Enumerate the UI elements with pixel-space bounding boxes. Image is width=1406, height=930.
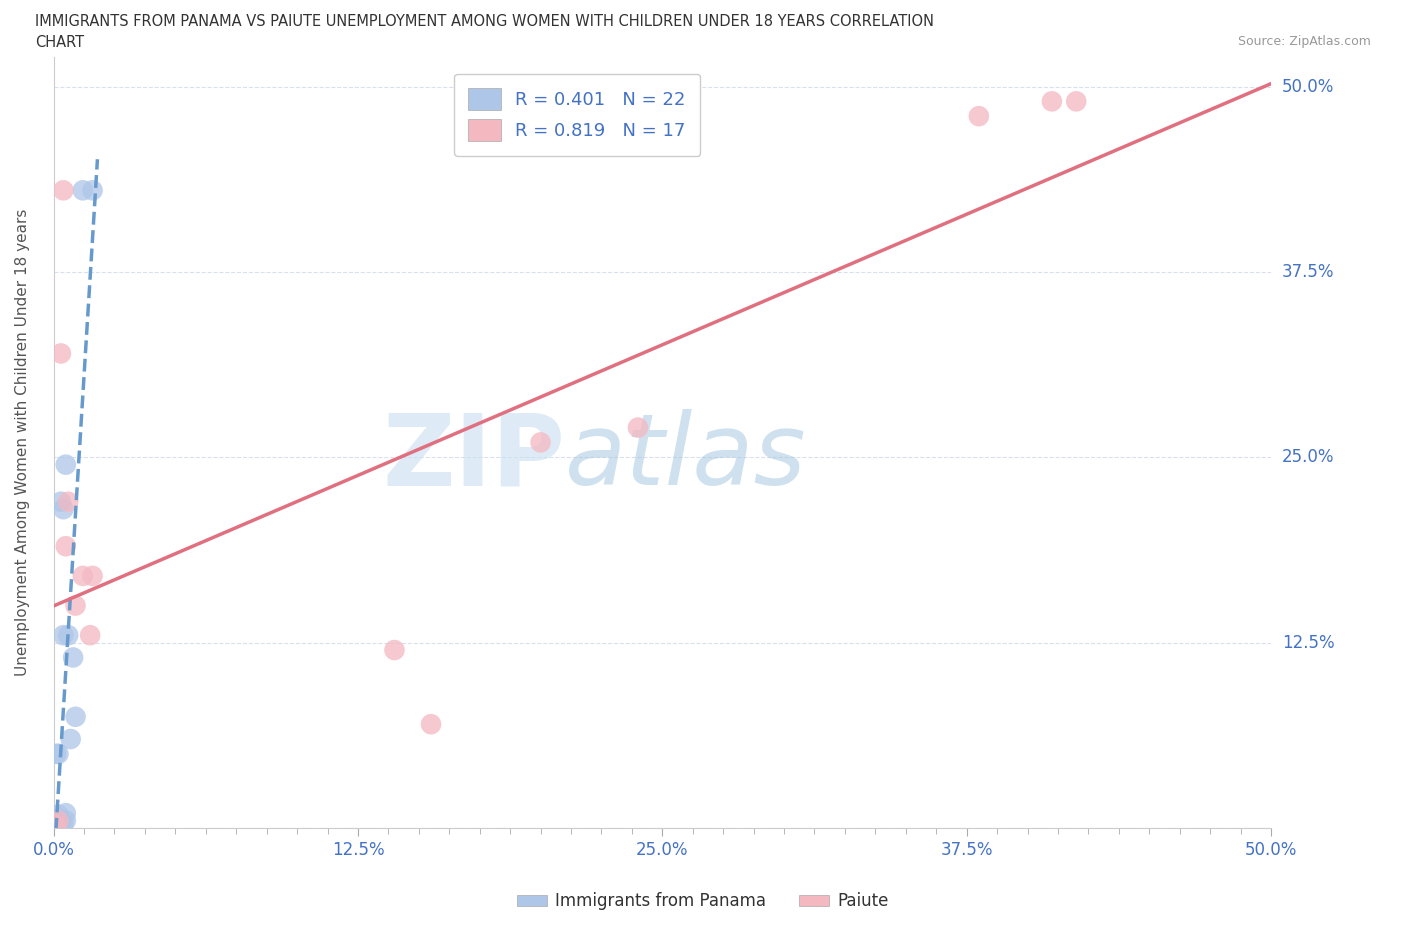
Point [49, 813, 72, 828]
Point [65, 598, 87, 613]
Point [48, 817, 70, 831]
Point [72, 568, 94, 583]
Point [58, 628, 80, 643]
Text: atlas: atlas [565, 409, 807, 506]
Legend: Immigrants from Panama, Paiute: Immigrants from Panama, Paiute [510, 885, 896, 917]
Point [529, 435, 551, 450]
Point [48, 812, 70, 827]
Text: ZIP: ZIP [382, 409, 565, 506]
Point [48, 813, 70, 828]
Point [65, 710, 87, 724]
Text: 50.0%: 50.0% [1282, 77, 1334, 96]
Text: Source: ZipAtlas.com: Source: ZipAtlas.com [1237, 35, 1371, 48]
Point [420, 717, 443, 732]
Point [48, 807, 70, 822]
Point [72, 183, 94, 198]
Text: 12.5%: 12.5% [1282, 633, 1334, 652]
Point [49, 495, 72, 510]
Point [79, 628, 101, 643]
Point [45, 815, 67, 830]
Point [82, 568, 104, 583]
Point [55, 805, 77, 820]
Point [59, 732, 82, 747]
Y-axis label: Unemployment Among Women with Children Under 18 years: Unemployment Among Women with Children U… [15, 208, 30, 676]
Point [384, 643, 406, 658]
Point [45, 747, 67, 762]
Point [55, 538, 77, 553]
Text: 37.5%: 37.5% [1282, 263, 1334, 281]
Point [58, 495, 80, 510]
Point [1064, 94, 1087, 109]
Point [62, 650, 84, 665]
Point [1040, 94, 1063, 109]
Point [55, 458, 77, 472]
Point [967, 109, 990, 124]
Point [45, 817, 67, 832]
Point [52, 183, 75, 198]
Point [55, 813, 77, 828]
Text: IMMIGRANTS FROM PANAMA VS PAIUTE UNEMPLOYMENT AMONG WOMEN WITH CHILDREN UNDER 18: IMMIGRANTS FROM PANAMA VS PAIUTE UNEMPLO… [35, 14, 934, 29]
Point [82, 183, 104, 198]
Point [48, 747, 70, 762]
Point [52, 628, 75, 643]
Point [49, 817, 72, 831]
Point [49, 346, 72, 361]
Point [52, 817, 75, 831]
Point [627, 420, 650, 435]
Point [52, 501, 75, 516]
Point [45, 817, 67, 832]
Legend: R = 0.401   N = 22, R = 0.819   N = 17: R = 0.401 N = 22, R = 0.819 N = 17 [454, 73, 700, 155]
Text: 25.0%: 25.0% [1282, 448, 1334, 466]
Text: CHART: CHART [35, 35, 84, 50]
